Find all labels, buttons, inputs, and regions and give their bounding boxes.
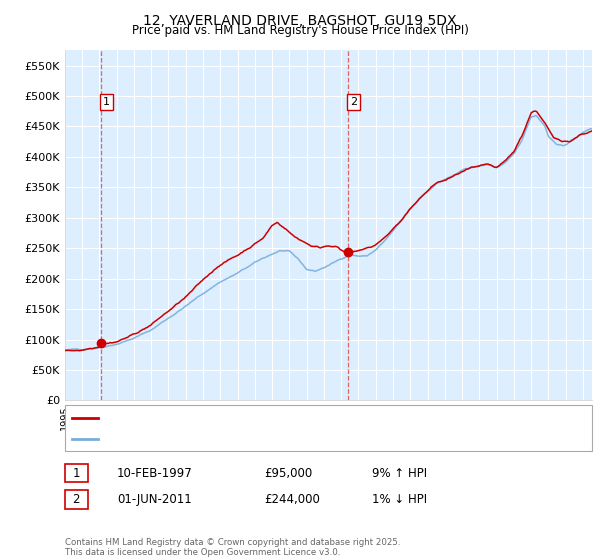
Text: 12, YAVERLAND DRIVE, BAGSHOT, GU19 5DX (semi-detached house): 12, YAVERLAND DRIVE, BAGSHOT, GU19 5DX (… [104,413,462,423]
Text: 9% ↑ HPI: 9% ↑ HPI [372,466,427,480]
Text: £95,000: £95,000 [264,466,312,480]
Text: 2: 2 [73,493,80,506]
Text: 1% ↓ HPI: 1% ↓ HPI [372,493,427,506]
Text: 1: 1 [103,97,110,107]
Text: Price paid vs. HM Land Registry's House Price Index (HPI): Price paid vs. HM Land Registry's House … [131,24,469,36]
Text: 12, YAVERLAND DRIVE, BAGSHOT, GU19 5DX: 12, YAVERLAND DRIVE, BAGSHOT, GU19 5DX [143,14,457,28]
Text: 01-JUN-2011: 01-JUN-2011 [117,493,192,506]
Text: 1: 1 [73,466,80,480]
Text: 2: 2 [350,97,357,107]
Text: 10-FEB-1997: 10-FEB-1997 [117,466,193,480]
Text: £244,000: £244,000 [264,493,320,506]
Text: HPI: Average price, semi-detached house, Surrey Heath: HPI: Average price, semi-detached house,… [104,435,394,444]
Text: Contains HM Land Registry data © Crown copyright and database right 2025.
This d: Contains HM Land Registry data © Crown c… [65,538,400,557]
